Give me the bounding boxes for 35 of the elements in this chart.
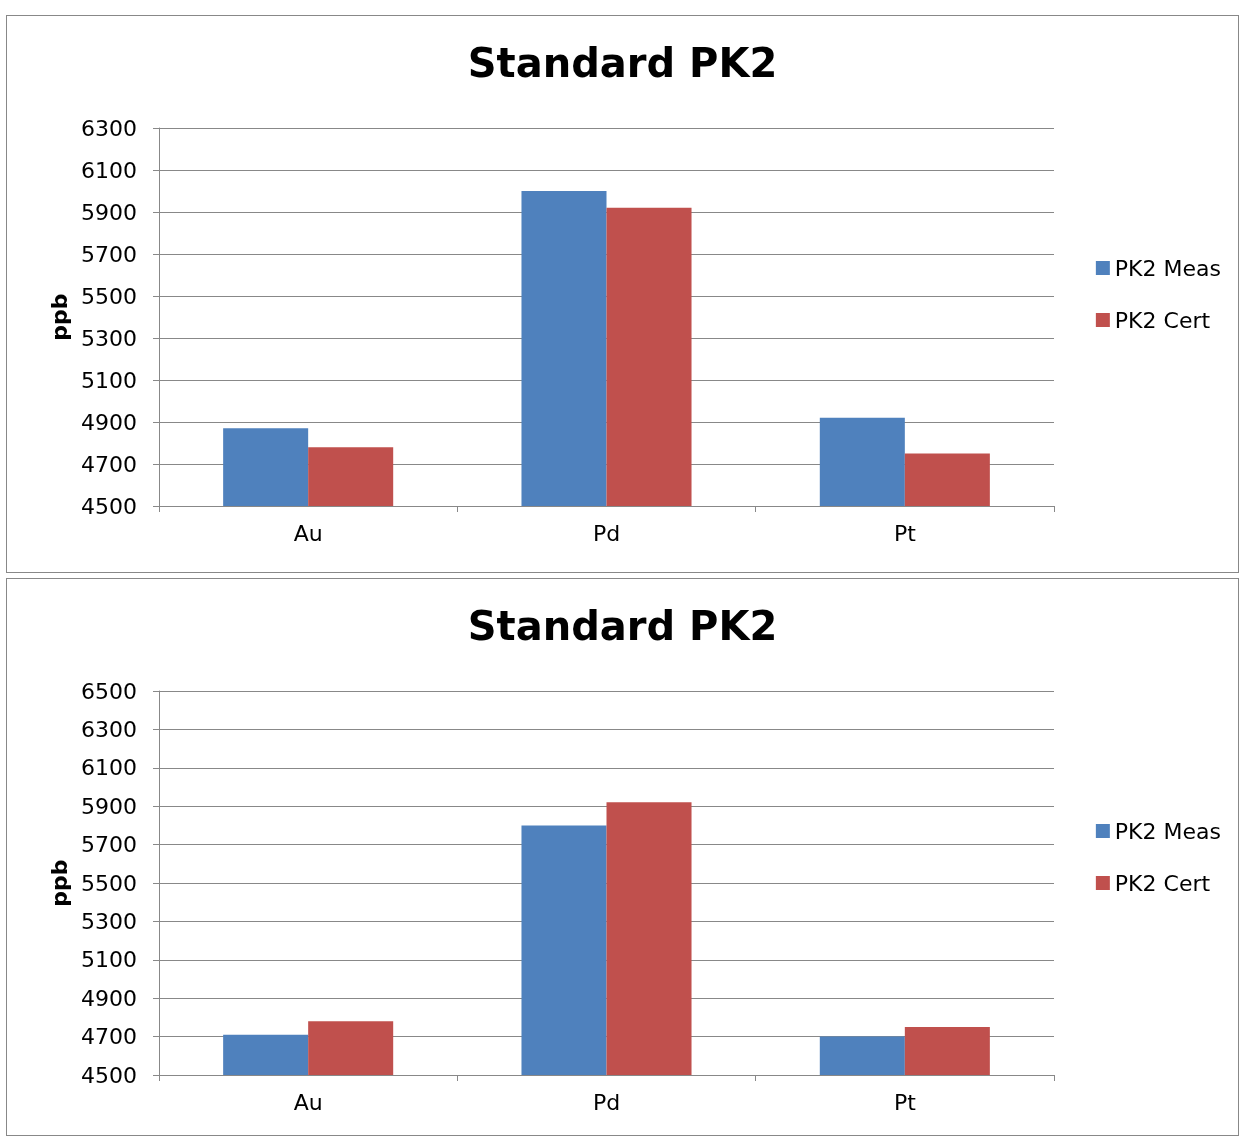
y-tick-label: 5500 [81, 283, 137, 309]
y-tick-label: 4900 [81, 985, 137, 1011]
y-tick-label: 6300 [81, 115, 137, 141]
x-tick-label: Pd [592, 520, 621, 546]
y-tick-label: 5900 [81, 793, 137, 819]
x-tick-label: Au [293, 1089, 323, 1115]
y-tick-label: 4700 [81, 1024, 137, 1050]
y-tick-label: 5100 [81, 367, 137, 393]
y-tick-label: 5700 [81, 832, 137, 858]
y-axis-title: ppb [46, 859, 72, 907]
y-tick-label: 5500 [81, 870, 137, 896]
y-axis-title: ppb [46, 293, 72, 341]
y-tick-label: 4700 [81, 451, 137, 477]
y-tick-label: 5300 [81, 325, 137, 351]
legend-label: PK2 Cert [1114, 870, 1211, 896]
y-tick-label: 6300 [81, 716, 137, 742]
y-tick-label: 5700 [81, 241, 137, 267]
x-tick-label: Pd [592, 1089, 621, 1115]
x-tick-label: Au [293, 520, 323, 546]
legend-label: PK2 Meas [1114, 818, 1222, 844]
y-tick-label: 5900 [81, 199, 137, 225]
y-tick-label: 5100 [81, 947, 137, 973]
legend-label: PK2 Meas [1114, 255, 1222, 281]
chart-title: Standard PK2 [467, 40, 778, 86]
y-tick-label: 5300 [81, 908, 137, 934]
y-tick-label: 6100 [81, 755, 137, 781]
y-tick-label: 6100 [81, 157, 137, 183]
y-tick-label: 6500 [81, 678, 137, 704]
chart-title: Standard PK2 [467, 603, 778, 649]
y-tick-label: 4900 [81, 409, 137, 435]
y-tick-label: 4500 [81, 1062, 137, 1088]
x-tick-label: Pt [893, 1089, 917, 1115]
x-tick-label: Pt [893, 520, 917, 546]
y-tick-label: 4500 [81, 493, 137, 519]
legend-label: PK2 Cert [1114, 307, 1211, 333]
